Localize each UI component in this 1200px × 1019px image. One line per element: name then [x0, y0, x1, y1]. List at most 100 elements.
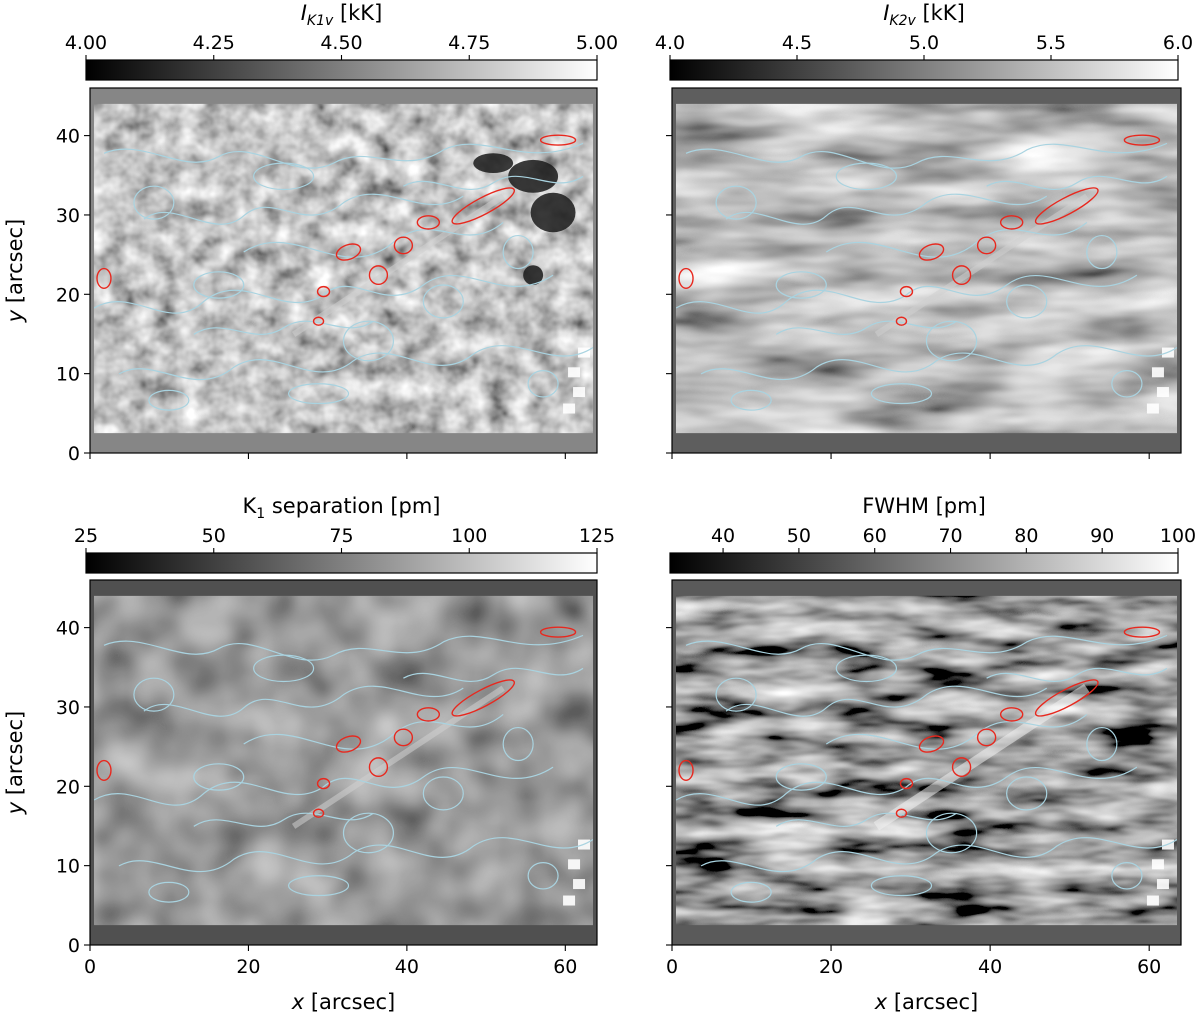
- y-tick-label: 20: [56, 776, 80, 798]
- colorbar-tick-label: 70: [938, 525, 962, 547]
- blue-contour: [119, 346, 593, 380]
- blue-contour: [776, 272, 826, 298]
- blue-contour: [423, 777, 463, 810]
- colorbar-tick-label: 40: [711, 525, 735, 547]
- red-contour: [951, 265, 972, 286]
- red-contour: [393, 728, 414, 747]
- x-tick-label: 0: [666, 956, 678, 978]
- blue-contour: [194, 813, 374, 826]
- blue-contour: [119, 838, 593, 872]
- bright-filament: [291, 685, 505, 829]
- panel-bottom-left: 0 10 20 30 40 0 20 40 60 x [arcsec] y [arcsec] 25 50…: [3, 494, 615, 1014]
- blue-contour: [149, 390, 189, 410]
- red-contour: [335, 735, 362, 753]
- blue-contour: [726, 686, 1047, 716]
- colorbar-tick-label: 4.5: [782, 32, 812, 54]
- blue-contour: [676, 275, 1137, 313]
- y-tick-label: 40: [56, 126, 80, 148]
- x-tick-label: 60: [553, 956, 577, 978]
- blue-contours: [94, 143, 593, 410]
- y-tick-label: 40: [56, 618, 80, 640]
- colorbar-tick-label: 90: [1090, 525, 1114, 547]
- blue-contour: [403, 176, 583, 189]
- blue-contour: [871, 384, 931, 404]
- x-tick-label: 20: [236, 956, 260, 978]
- blue-contour: [134, 186, 174, 219]
- red-contour: [1034, 679, 1099, 717]
- blue-contour: [1007, 285, 1047, 318]
- red-contour: [1123, 134, 1161, 146]
- red-contour: [393, 236, 414, 255]
- blue-contour: [701, 838, 1177, 872]
- blue-contour: [776, 813, 956, 826]
- colorbar: 4.0 4.5 5.0 5.5 6.0 IK2v [kK]: [655, 1, 1193, 81]
- blue-contour: [503, 236, 533, 269]
- heatmap-image: [676, 103, 1177, 434]
- blue-contours: [94, 635, 593, 902]
- red-contour: [678, 267, 694, 289]
- blue-contour: [716, 678, 756, 711]
- colorbar-tick-label: 25: [74, 525, 98, 547]
- red-contour: [316, 285, 331, 298]
- saturated-patch: [568, 367, 581, 378]
- red-contour: [416, 707, 441, 722]
- heatmap-image: [676, 595, 1177, 926]
- colorbar-label: K1 separation [pm]: [242, 494, 440, 522]
- blue-contour: [987, 176, 1167, 189]
- colorbar-tick-label: 80: [1014, 525, 1038, 547]
- blue-contour: [528, 863, 558, 889]
- bright-filament: [874, 193, 1089, 337]
- colorbar-tick-label: 50: [202, 525, 226, 547]
- blue-contour: [194, 272, 244, 298]
- x-tick-label: 20: [819, 956, 843, 978]
- blue-contour: [289, 876, 349, 896]
- dark-feature: [508, 159, 559, 193]
- red-contour: [678, 759, 694, 781]
- blue-contour: [254, 163, 314, 189]
- blue-contour: [144, 194, 463, 224]
- red-contour: [312, 808, 325, 818]
- blue-contour: [836, 163, 896, 189]
- blue-contour: [871, 876, 931, 896]
- blue-contour: [104, 143, 583, 168]
- red-contour: [899, 285, 914, 298]
- saturated-patch: [1151, 859, 1164, 870]
- blue-contour: [701, 346, 1177, 380]
- x-tick-label: 0: [84, 956, 96, 978]
- blue-contour: [826, 222, 1087, 257]
- panel-top-left: 0 10 20 30 40 y [arcsec] 4.00 4.25 4.50 4.75 5.00 I…: [3, 1, 618, 465]
- saturated-patch: [1146, 403, 1159, 414]
- colorbar-gradient: [85, 552, 598, 574]
- y-axis-label: y [arcsec]: [3, 711, 27, 816]
- heatmap-image: [94, 595, 593, 926]
- y-tick-label: 20: [56, 284, 80, 306]
- colorbar-tick-label: 125: [579, 525, 615, 547]
- red-contour: [918, 243, 945, 261]
- blue-contour: [836, 655, 896, 681]
- y-tick-label: 10: [56, 856, 80, 878]
- y-tick-label: 0: [68, 443, 80, 465]
- blue-contour: [344, 813, 394, 853]
- y-tick-label: 0: [68, 935, 80, 957]
- blue-contour: [1007, 777, 1047, 810]
- saturated-patch: [1156, 387, 1169, 398]
- saturated-patch: [1146, 895, 1159, 906]
- blue-contour: [726, 194, 1047, 224]
- red-contour: [96, 759, 112, 781]
- red-contour: [951, 757, 972, 778]
- red-contour: [918, 735, 945, 753]
- blue-contour: [826, 714, 1087, 749]
- blue-contour: [776, 764, 826, 790]
- blue-contour: [731, 882, 771, 902]
- blue-contour: [731, 390, 771, 410]
- dark-feature: [523, 265, 544, 285]
- axes-frame: [89, 87, 598, 454]
- blue-contours: [676, 635, 1177, 902]
- blue-contour: [244, 714, 503, 749]
- red-contour: [335, 243, 362, 261]
- panel-top-right: 4.0 4.5 5.0 5.5 6.0 IK2v [kK]: [655, 1, 1193, 459]
- colorbar-tick-label: 4.25: [193, 32, 235, 54]
- colorbar-tick-label: 5.5: [1036, 32, 1066, 54]
- x-tick-label: 40: [395, 956, 419, 978]
